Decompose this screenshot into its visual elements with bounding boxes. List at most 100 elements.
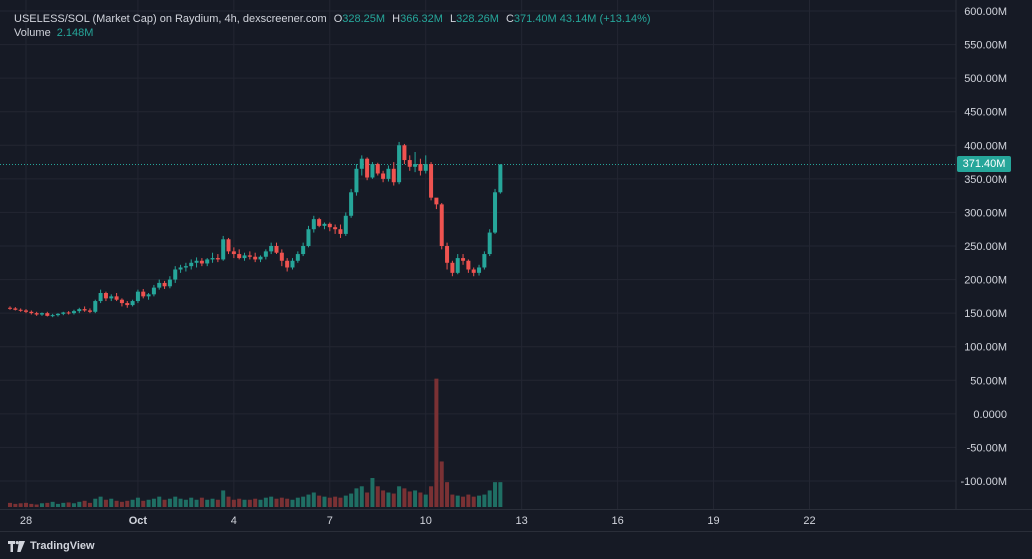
- candle-body: [445, 246, 450, 263]
- volume-bar: [55, 503, 60, 507]
- candle-body: [141, 291, 146, 297]
- candle-body: [365, 158, 370, 178]
- candle-body: [61, 312, 66, 314]
- volume-bar: [247, 499, 252, 507]
- candle-body: [125, 303, 130, 306]
- candle-body: [487, 232, 492, 255]
- candle-body: [18, 309, 23, 311]
- volume-bar: [82, 500, 87, 507]
- candle-body: [247, 255, 252, 257]
- x-tick-label: 7: [327, 515, 333, 527]
- y-tick-label: 350.00M: [964, 174, 1007, 186]
- candle-body: [135, 291, 140, 302]
- candle-body: [498, 164, 503, 193]
- volume-bar: [205, 499, 210, 507]
- volume-bar: [455, 495, 460, 507]
- candle-body: [397, 145, 402, 183]
- volume-bar: [141, 500, 146, 507]
- volume-bar: [50, 501, 55, 507]
- close-label: C: [505, 13, 514, 25]
- x-tick-label: 16: [611, 515, 623, 527]
- candle-body: [173, 269, 178, 280]
- candle-body: [23, 310, 28, 312]
- candle-body: [199, 260, 204, 264]
- volume-bar: [279, 497, 284, 507]
- x-tick-label: 19: [707, 515, 719, 527]
- candle-body: [477, 267, 482, 273]
- candle-body: [66, 312, 71, 314]
- candle-body: [253, 256, 258, 260]
- y-tick-label: 500.00M: [964, 73, 1007, 85]
- y-tick-label: 50.00M: [970, 375, 1007, 387]
- y-tick-label: 550.00M: [964, 40, 1007, 52]
- candle-body: [221, 239, 226, 260]
- volume-bar: [397, 486, 402, 507]
- volume-bar: [215, 499, 220, 507]
- candle-body: [285, 260, 290, 268]
- candle-body: [98, 293, 103, 302]
- y-tick-label: 400.00M: [964, 140, 1007, 152]
- x-tick-label: 28: [20, 515, 32, 527]
- volume-bar: [413, 490, 418, 507]
- high-label: H: [392, 13, 401, 25]
- volume-bar: [301, 496, 306, 507]
- candle-body: [183, 266, 188, 268]
- chart-legend: USELESS/SOL (Market Cap) on Raydium, 4h,…: [14, 13, 651, 26]
- volume-bar: [71, 503, 76, 507]
- candle-body: [322, 223, 327, 226]
- candle-body: [157, 282, 162, 288]
- volume-bar: [461, 496, 466, 507]
- volume-bar: [487, 490, 492, 507]
- x-tick-label: 4: [231, 515, 237, 527]
- volume-bar: [199, 497, 204, 507]
- candle-body: [418, 164, 423, 171]
- volume-bar: [482, 494, 487, 507]
- candle-body: [178, 267, 183, 270]
- candle-body: [82, 309, 87, 311]
- volume-legend: Volume 2.148M: [14, 27, 93, 39]
- volume-bar: [429, 486, 434, 507]
- candle-body: [493, 192, 498, 233]
- candle-body: [407, 160, 412, 167]
- y-tick-label: 300.00M: [964, 207, 1007, 219]
- close-value: 371.40M: [513, 13, 557, 25]
- volume-bar: [407, 491, 412, 507]
- candle-body: [317, 219, 322, 226]
- volume-bar: [258, 499, 263, 507]
- candle-body: [370, 164, 375, 178]
- candle-body: [375, 164, 380, 174]
- volume-bar: [226, 496, 231, 507]
- candle-body: [34, 313, 39, 315]
- volume-bar: [391, 493, 396, 507]
- tradingview-logo[interactable]: TradingView: [8, 538, 95, 554]
- volume-bar: [183, 499, 188, 507]
- volume-bar: [450, 494, 455, 507]
- volume-bar: [359, 486, 364, 507]
- volume-bar: [333, 496, 338, 507]
- y-tick-label: 600.00M: [964, 6, 1007, 18]
- symbol-label: USELESS/SOL (Market Cap) on Raydium, 4h,…: [14, 13, 327, 25]
- volume-bar: [130, 499, 135, 507]
- candle-body: [87, 310, 92, 312]
- volume-bar: [237, 498, 242, 507]
- candle-body: [130, 301, 135, 306]
- candle-body: [226, 239, 231, 252]
- volume-bar: [306, 494, 311, 507]
- volume-bar: [263, 497, 268, 507]
- y-tick-label: 200.00M: [964, 275, 1007, 287]
- volume-bar: [354, 488, 359, 507]
- candle-body: [429, 164, 434, 198]
- volume-bar: [167, 498, 172, 507]
- x-tick-label: 10: [420, 515, 432, 527]
- candle-body: [354, 168, 359, 193]
- volume-bar: [370, 478, 375, 507]
- volume-bar: [386, 492, 391, 507]
- volume-bar: [434, 378, 439, 507]
- candle-body: [461, 258, 466, 261]
- candle-body: [306, 229, 311, 246]
- y-tick-label: 0.0000: [973, 409, 1007, 421]
- candle-body: [471, 269, 476, 273]
- candle-body: [455, 258, 460, 273]
